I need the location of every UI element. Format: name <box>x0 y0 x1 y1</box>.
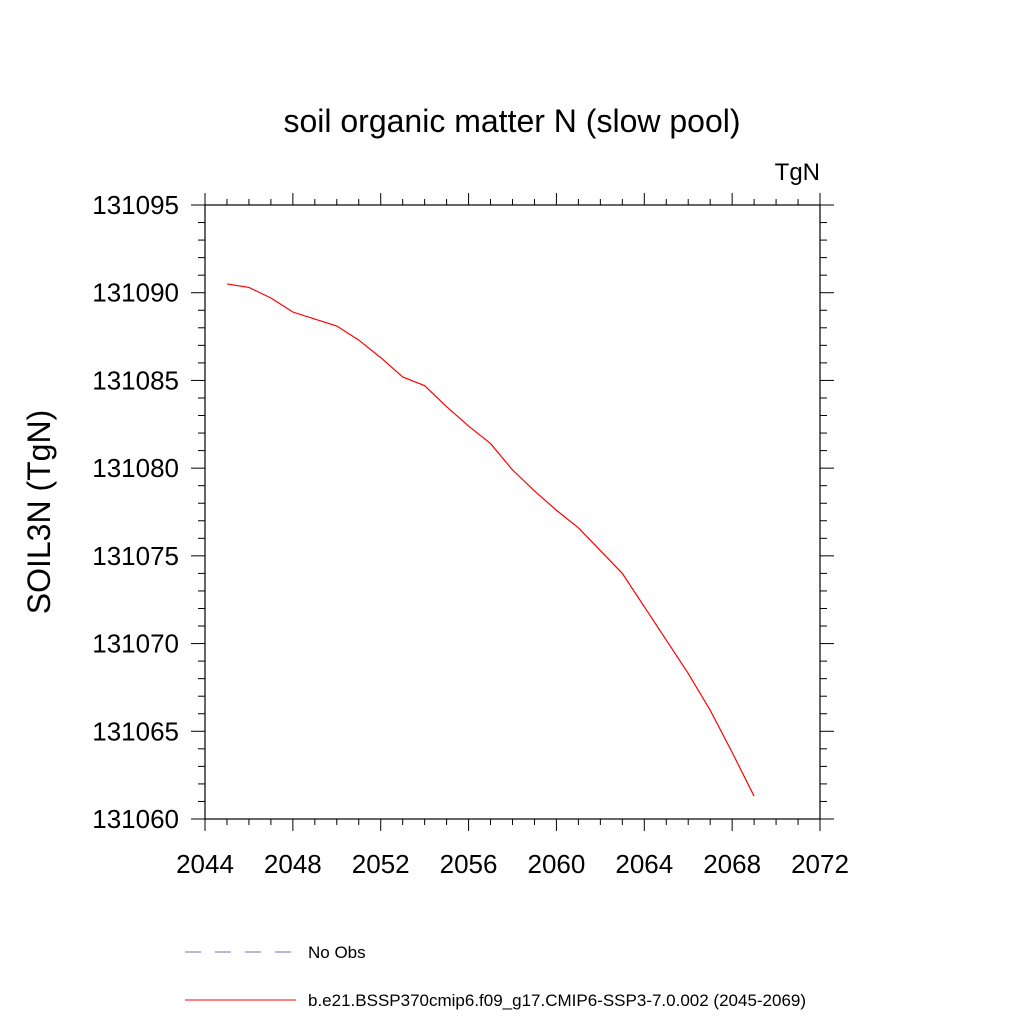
axis-ticks <box>191 193 834 831</box>
x-tick-label: 2052 <box>352 849 410 879</box>
units-label: TgN <box>775 159 820 186</box>
y-axis-label: SOIL3N (TgN) <box>21 410 57 614</box>
y-tick-label: 131065 <box>92 716 179 746</box>
x-tick-label: 2048 <box>264 849 322 879</box>
legend-label: No Obs <box>308 943 366 962</box>
y-tick-label: 131075 <box>92 541 179 571</box>
x-tick-label: 2064 <box>615 849 673 879</box>
x-tick-label: 2056 <box>440 849 498 879</box>
legend-label: b.e21.BSSP370cmip6.f09_g17.CMIP6-SSP3-7.… <box>308 991 806 1010</box>
y-tick-label: 131070 <box>92 629 179 659</box>
x-tick-label: 2072 <box>791 849 849 879</box>
y-tick-label: 131060 <box>92 804 179 834</box>
axis-tick-labels: 2044 2048 2052 2056 2060 2064 2068 2072 131060 13… <box>92 190 849 879</box>
chart-title: soil organic matter N (slow pool) <box>283 103 740 139</box>
y-tick-label: 131080 <box>92 453 179 483</box>
x-tick-label: 2060 <box>528 849 586 879</box>
x-tick-label: 2068 <box>703 849 761 879</box>
plot-frame <box>204 204 821 820</box>
series-line <box>226 283 755 797</box>
y-tick-label: 131095 <box>92 190 179 220</box>
x-tick-label: 2044 <box>176 849 234 879</box>
y-tick-label: 131085 <box>92 365 179 395</box>
series-layer <box>226 283 755 797</box>
legend: No Obs b.e21.BSSP370cmip6.f09_g17.CMIP6-S… <box>185 943 806 1010</box>
y-tick-label: 131090 <box>92 278 179 308</box>
